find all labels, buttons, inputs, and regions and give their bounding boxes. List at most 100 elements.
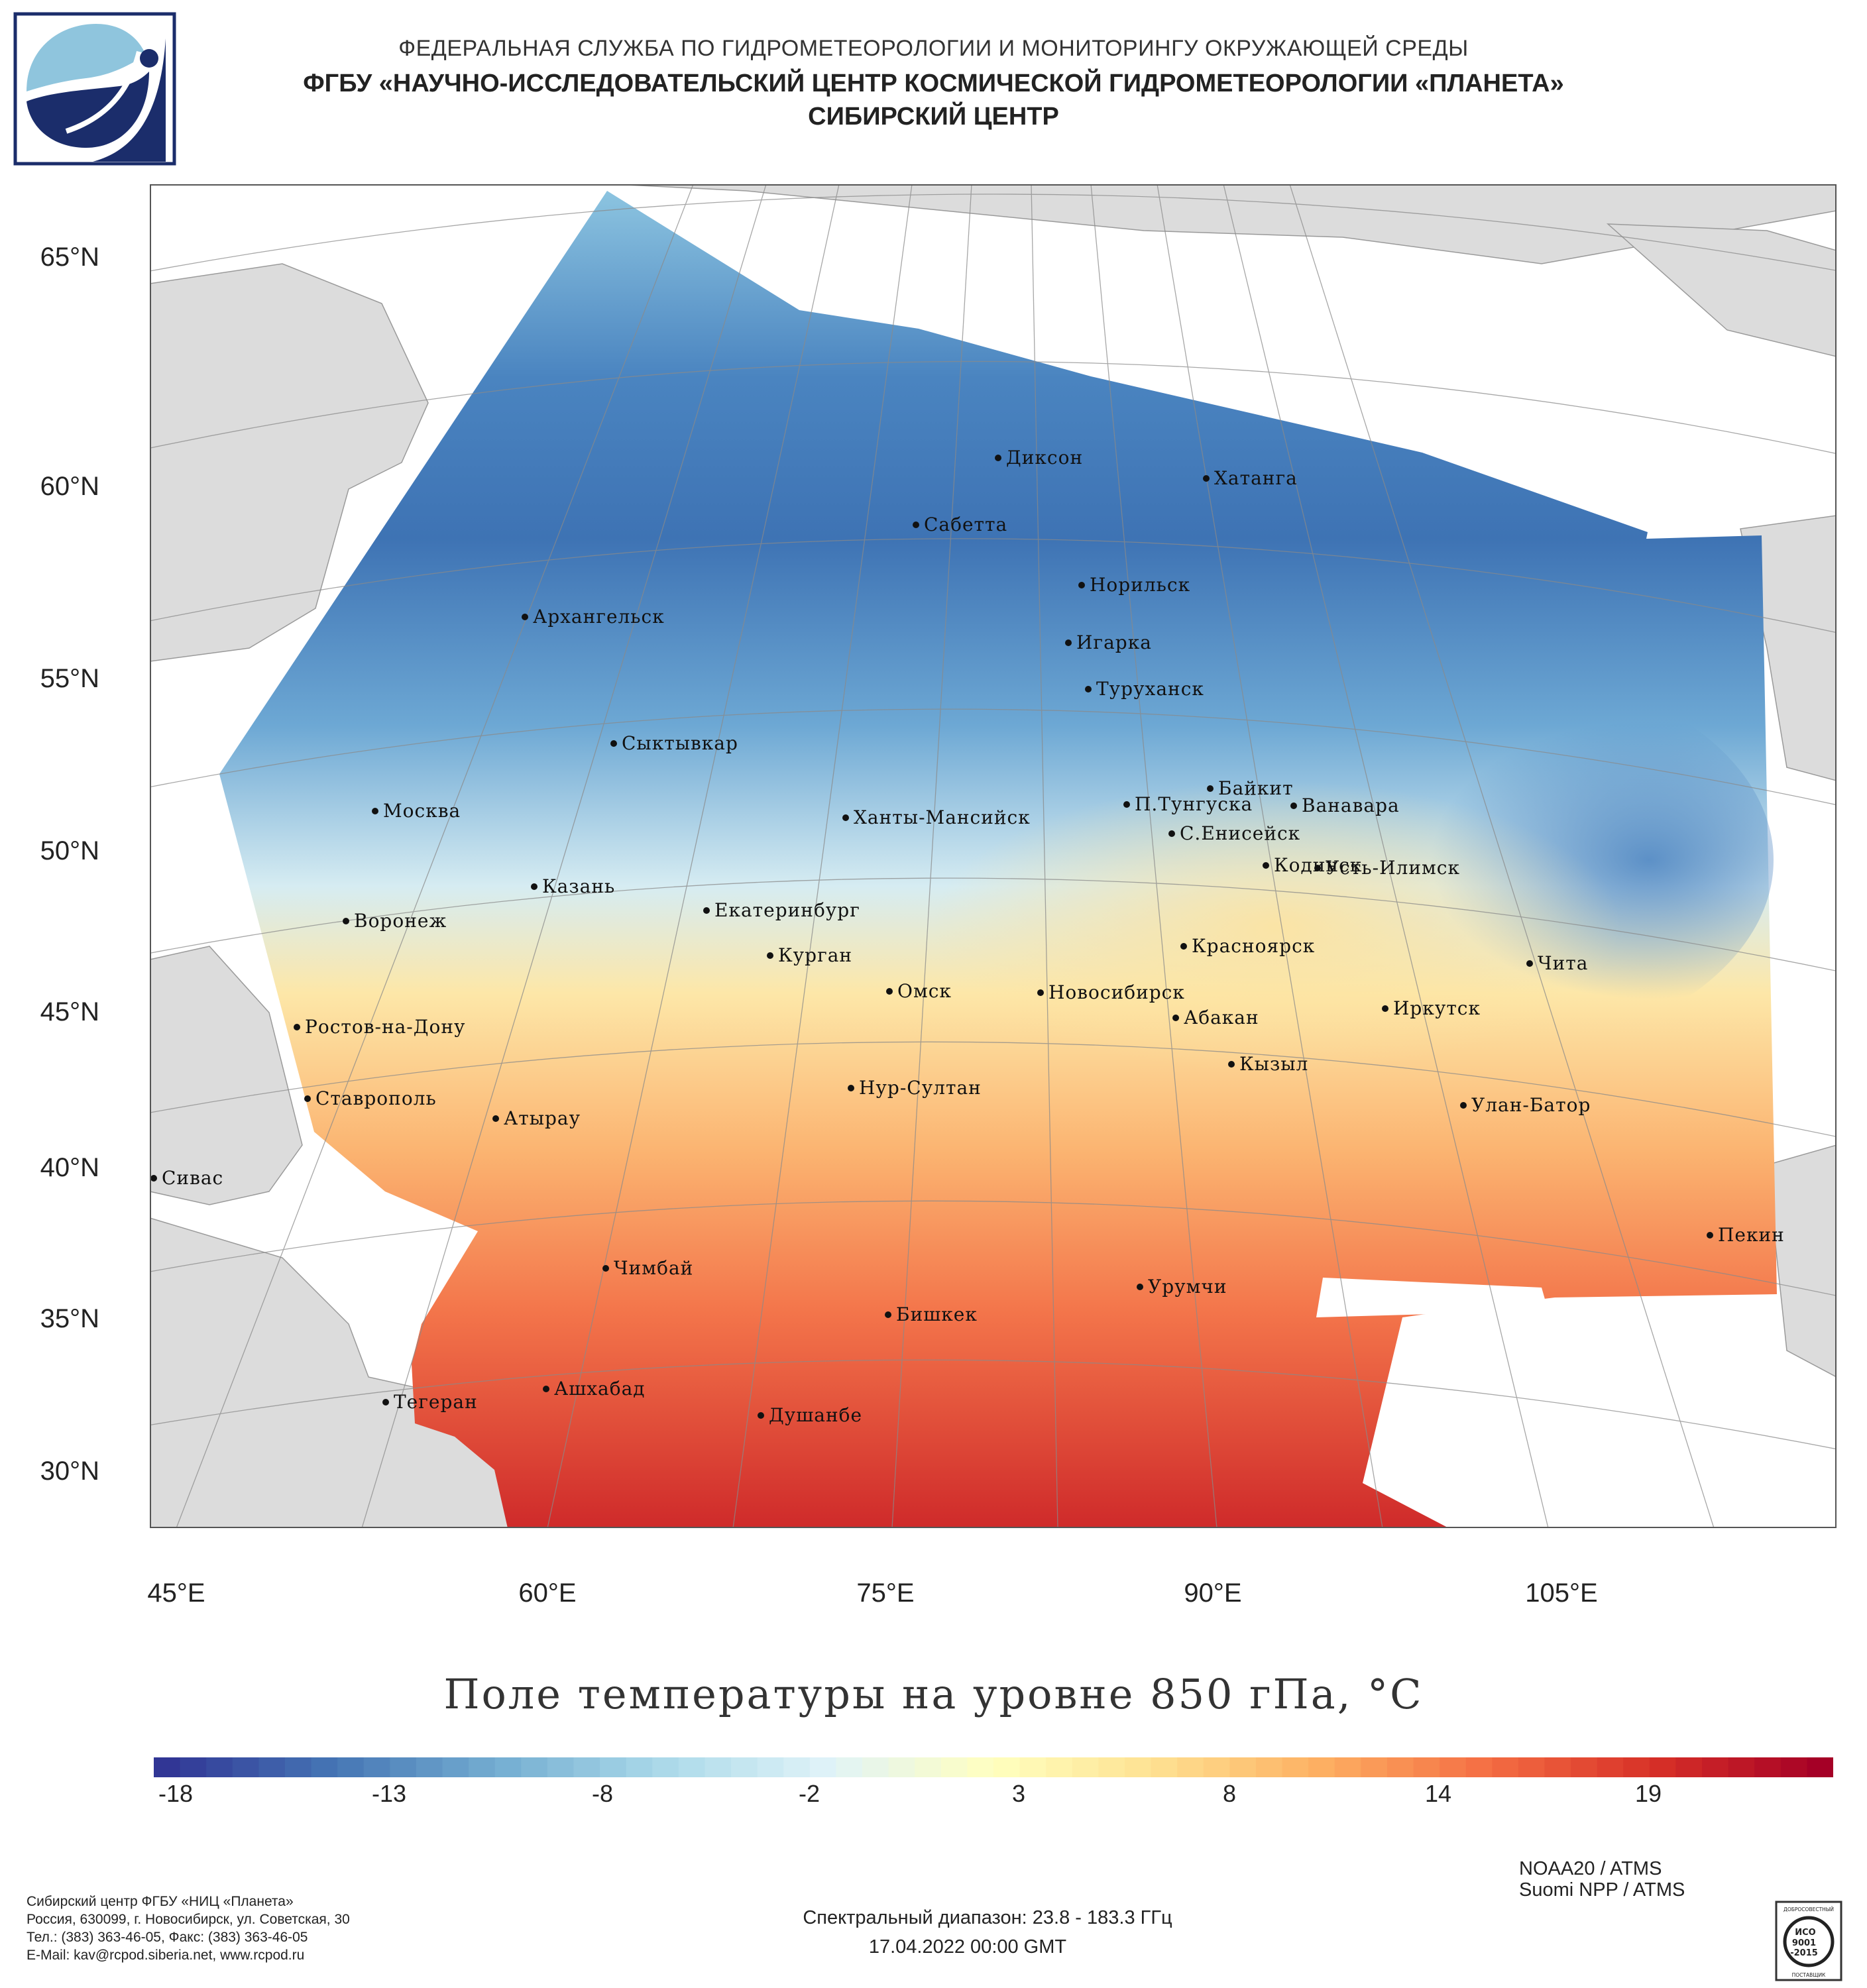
- colorbar-cell: [232, 1757, 260, 1777]
- city-dot: [1707, 1232, 1713, 1239]
- city-dot: [1172, 1015, 1179, 1021]
- city-label: Урумчи: [1148, 1276, 1227, 1298]
- lat-label-45: 45°N: [40, 997, 99, 1026]
- city-dot: [1263, 862, 1269, 869]
- city-dot: [1137, 1284, 1143, 1290]
- colorbar-cell: [1440, 1757, 1467, 1777]
- city-dot: [1168, 830, 1175, 837]
- colorbar-cell: [1465, 1757, 1493, 1777]
- colorbar-cell: [180, 1757, 207, 1777]
- colorbar-cell: [967, 1757, 994, 1777]
- colorbar-cell: [1780, 1757, 1808, 1777]
- city-label: Архангельск: [533, 606, 665, 628]
- city-dot: [372, 808, 378, 814]
- colorbar-cell: [1124, 1757, 1152, 1777]
- colorbar-cell: [626, 1757, 653, 1777]
- city-dot: [1078, 582, 1085, 588]
- city-dot: [531, 883, 537, 890]
- footer-org: Сибирский центр ФГБУ «НИЦ «Планета» Росс…: [27, 1893, 350, 1964]
- city-dot: [1290, 802, 1297, 809]
- header-center: СИБИРСКИЙ ЦЕНТР: [808, 103, 1059, 131]
- colorbar-cell: [573, 1757, 600, 1777]
- city-label: Сыктывкар: [622, 732, 738, 754]
- colorbar: [154, 1757, 1833, 1777]
- city-label: Ханты-Мансийск: [854, 806, 1031, 828]
- lat-label-40: 40°N: [40, 1153, 99, 1182]
- cert-bottom-text: ПОСТАВЩИК: [1792, 1972, 1826, 1978]
- lat-label-60: 60°N: [40, 472, 99, 501]
- header-institute: ФГБУ «НАУЧНО-ИССЛЕДОВАТЕЛЬСКИЙ ЦЕНТР КОС…: [303, 70, 1564, 97]
- colorbar-cell: [1702, 1757, 1729, 1777]
- colorbar-cell: [757, 1757, 785, 1777]
- city-label: Душанбе: [769, 1404, 862, 1426]
- colorbar-cell: [993, 1757, 1021, 1777]
- city-dot: [602, 1265, 609, 1272]
- cert-num1-text: 9001: [1792, 1938, 1816, 1948]
- colorbar-cell: [1308, 1757, 1335, 1777]
- city-dot: [1526, 960, 1533, 967]
- colorbar-cell: [888, 1757, 916, 1777]
- colorbar-cell: [337, 1757, 365, 1777]
- lat-label-35: 35°N: [40, 1304, 99, 1333]
- colorbar-cell: [1334, 1757, 1362, 1777]
- cert-top-text: ДОБРОСОВЕСТНЫЙ: [1783, 1906, 1834, 1912]
- city-label: Нур-Султан: [859, 1077, 982, 1099]
- colorbar-tick: 14: [1424, 1780, 1452, 1807]
- colorbar-tick: -13: [371, 1780, 407, 1807]
- city-label: Тегеран: [394, 1391, 478, 1413]
- lon-label-75: 75°E: [856, 1578, 915, 1608]
- city-label: Атырау: [504, 1107, 581, 1129]
- colorbar-cell: [154, 1757, 181, 1777]
- city-dot: [1203, 475, 1210, 482]
- colorbar-cell: [547, 1757, 575, 1777]
- city-label: Ставрополь: [315, 1087, 437, 1109]
- colorbar-cell: [1649, 1757, 1677, 1777]
- lon-label-60: 60°E: [518, 1578, 577, 1608]
- city-label: Пекин: [1718, 1224, 1785, 1246]
- colorbar-cell: [783, 1757, 811, 1777]
- colorbar-cell: [809, 1757, 837, 1777]
- colorbar-cell: [1046, 1757, 1073, 1777]
- city-dot: [1085, 686, 1092, 692]
- colorbar-cell: [678, 1757, 706, 1777]
- city-dot: [1037, 989, 1044, 996]
- iso-certificate-badge: ДОБРОСОВЕСТНЫЙ ИСО 9001 -2015 ПОСТАВЩИК: [1775, 1901, 1842, 1981]
- city-dot: [885, 1311, 891, 1318]
- colorbar-cell: [284, 1757, 312, 1777]
- colorbar-tick: 8: [1222, 1780, 1237, 1807]
- city-dot: [913, 522, 919, 528]
- colorbar-cell: [915, 1757, 942, 1777]
- colorbar-cell: [416, 1757, 443, 1777]
- city-dot: [886, 988, 893, 995]
- colorbar-cell: [311, 1757, 338, 1777]
- colorbar-cell: [1072, 1757, 1100, 1777]
- colorbar-cell: [521, 1757, 548, 1777]
- city-markers: Диксон Хатанга Сабетта Норильск Архангельск И…: [150, 447, 1785, 1426]
- city-dot: [1065, 639, 1072, 646]
- city-label: Сивас: [162, 1167, 223, 1189]
- colorbar-cell: [1151, 1757, 1178, 1777]
- colorbar-cell: [469, 1757, 496, 1777]
- city-label: Бишкек: [896, 1303, 978, 1325]
- city-label: Игарка: [1076, 632, 1152, 653]
- footer-address: Россия, 630099, г. Новосибирск, ул. Сове…: [27, 1912, 350, 1927]
- city-dot: [150, 1175, 157, 1182]
- temperature-map: Диксон Хатанга Сабетта Норильск Архангельск И…: [150, 184, 1837, 1528]
- colorbar-cell: [206, 1757, 233, 1777]
- city-dot: [848, 1085, 854, 1091]
- city-label: Ашхабад: [554, 1378, 646, 1400]
- colorbar-cell: [705, 1757, 732, 1777]
- city-dot: [492, 1115, 499, 1122]
- city-dot: [1314, 865, 1321, 871]
- colorbar-cell: [1203, 1757, 1231, 1777]
- city-label: Усть-Илимск: [1326, 857, 1460, 879]
- city-label: Новосибирск: [1048, 981, 1185, 1003]
- city-label: Москва: [383, 800, 461, 822]
- planeta-logo: [13, 12, 176, 166]
- spectral-range: Спектральный диапазон: 23.8 - 183.3 ГГц: [803, 1907, 1172, 1928]
- city-label: Красноярск: [1192, 935, 1315, 957]
- city-label: Ванавара: [1302, 795, 1400, 816]
- colorbar-cell: [652, 1757, 679, 1777]
- lat-label-55: 55°N: [40, 664, 99, 693]
- lat-label-50: 50°N: [40, 836, 99, 865]
